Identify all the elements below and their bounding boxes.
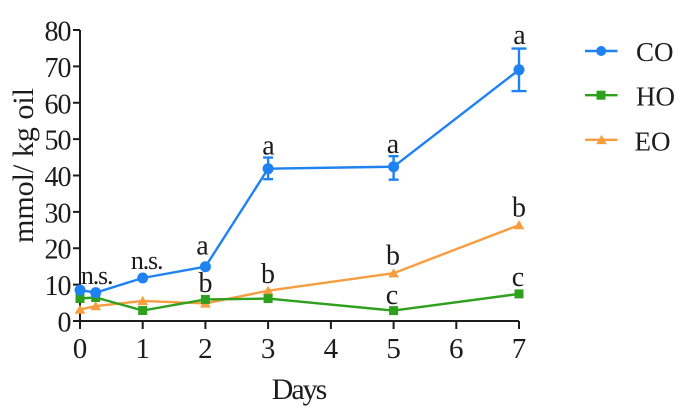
svg-text:b: b [386,241,400,272]
svg-text:a: a [196,231,209,262]
svg-text:0: 0 [73,333,88,365]
svg-text:c: c [386,280,398,311]
svg-text:6: 6 [449,333,464,365]
svg-text:a: a [387,129,400,160]
svg-text:a: a [513,20,526,51]
svg-text:20: 20 [45,235,71,266]
svg-text:b: b [261,259,275,290]
svg-text:70: 70 [45,53,71,84]
svg-text:n.s.: n.s. [81,261,112,290]
svg-text:3: 3 [261,333,276,365]
svg-text:7: 7 [512,333,527,365]
svg-text:5: 5 [386,333,401,365]
svg-text:CO: CO [636,37,674,67]
svg-text:60: 60 [45,89,71,120]
svg-text:30: 30 [45,198,71,229]
svg-text:b: b [512,193,526,224]
svg-text:0: 0 [58,308,71,339]
svg-text:EO: EO [635,126,671,156]
svg-text:n.s.: n.s. [131,246,162,275]
svg-text:a: a [262,131,275,162]
svg-text:80: 80 [45,17,71,48]
svg-text:1: 1 [135,333,150,365]
svg-text:10: 10 [45,271,71,302]
svg-text:2: 2 [198,333,213,365]
svg-text:mmol/ kg oil: mmol/ kg oil [7,88,40,243]
svg-text:c: c [512,262,524,293]
svg-text:Days: Days [272,373,327,406]
svg-text:50: 50 [45,126,71,157]
svg-text:40: 40 [45,162,71,193]
svg-text:4: 4 [324,333,339,365]
svg-text:b: b [199,268,213,299]
svg-text:HO: HO [636,82,675,112]
